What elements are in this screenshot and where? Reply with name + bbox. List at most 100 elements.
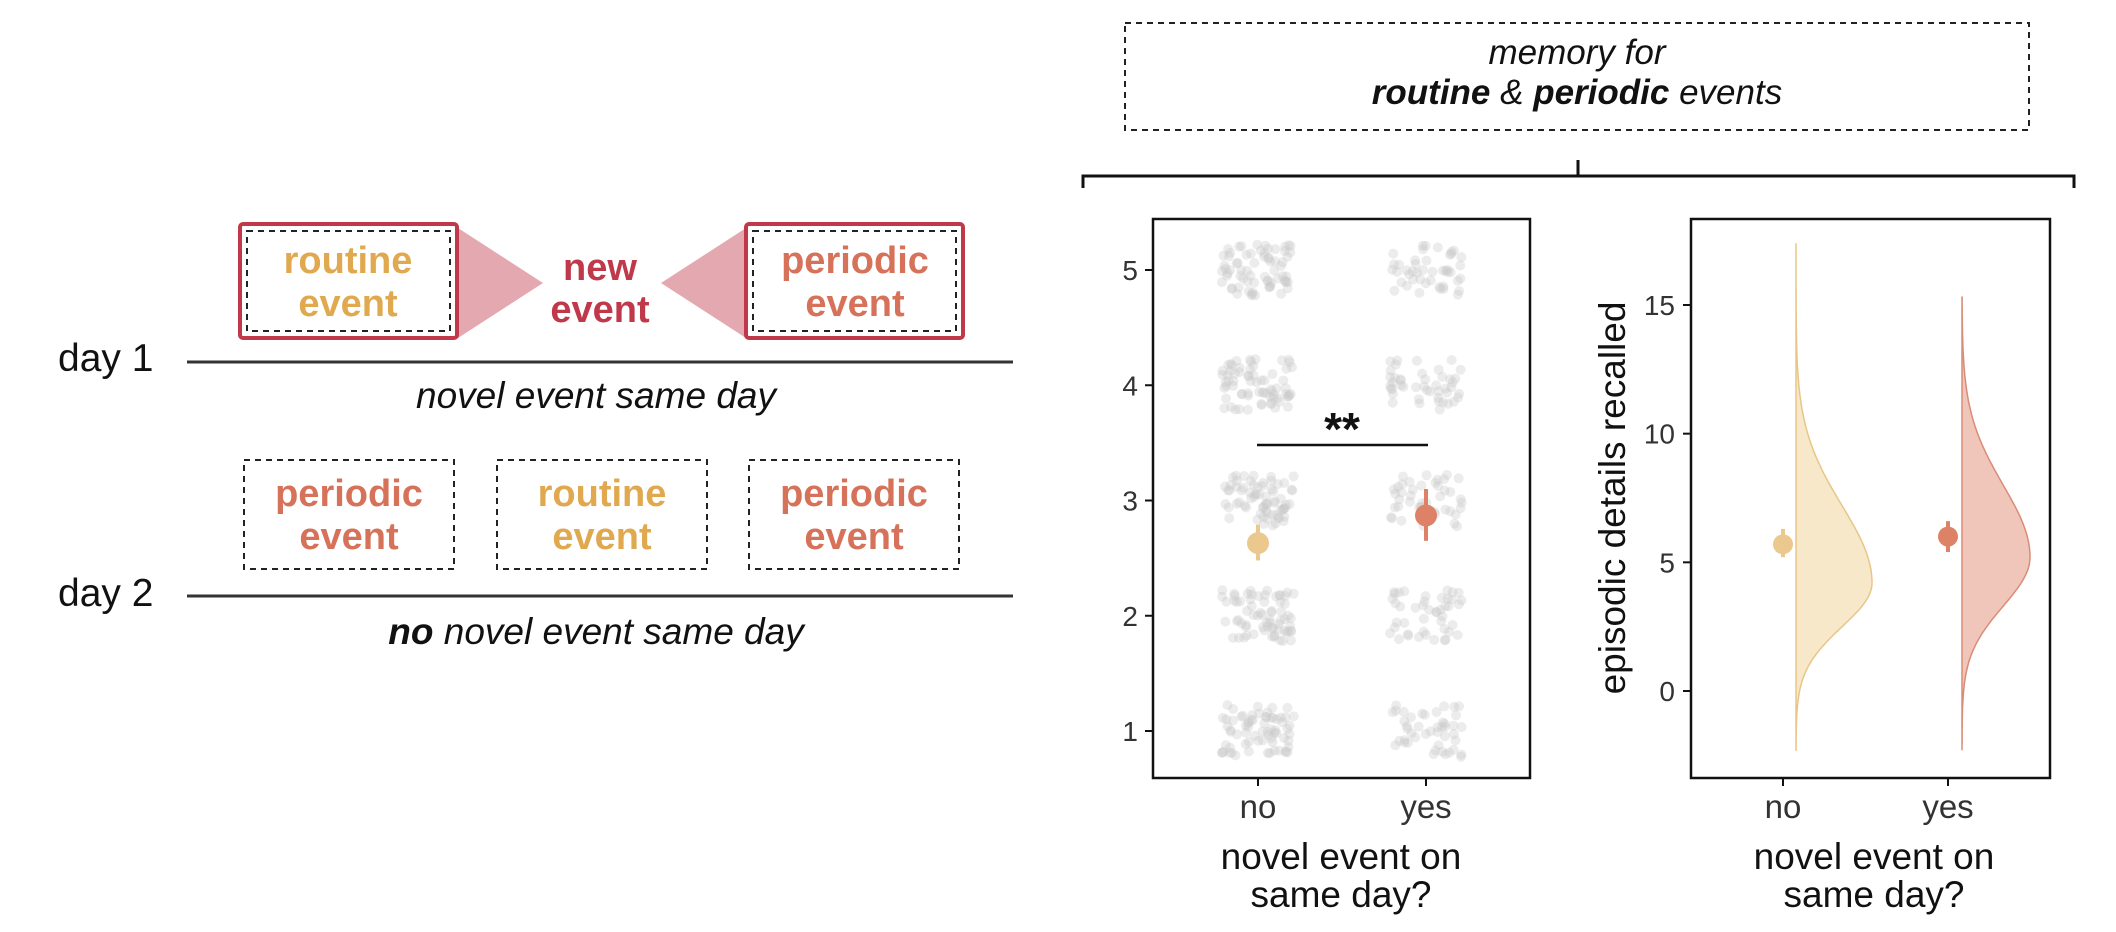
chart2-xlabel-l2: same day? [1784,874,1965,915]
schematic-diagram: routine event new event periodic event d… [58,222,1013,652]
jitter-point [1221,381,1232,392]
jitter-point [1223,244,1234,254]
jitter-point [1257,622,1268,633]
jitter-point [1432,722,1443,733]
jitter-point [1249,730,1260,741]
jitter-point [1413,721,1424,732]
jitter-point [1393,482,1403,492]
jitter-point [1429,634,1440,645]
jitter-point [1262,243,1273,254]
jitter-point [1247,715,1258,726]
jitter-point [1417,240,1428,251]
jitter-point [1282,283,1293,294]
jitter-point [1249,492,1260,502]
jitter-point [1266,733,1277,744]
jitter-point [1274,590,1285,601]
jitter-point [1433,392,1444,403]
mean-point [1247,532,1269,555]
jitter-point [1270,256,1281,267]
jitter-point [1440,265,1451,276]
jitter-point [1389,285,1400,296]
periodic-box-day1 [744,222,965,340]
jitter-point [1437,722,1448,732]
jitter-point [1440,634,1451,645]
jitter-point [1272,479,1283,490]
jitter-point [1217,369,1228,380]
jitter-point [1224,513,1235,524]
jitter-point [1259,718,1270,729]
jitter-point [1280,241,1291,252]
header: memory for routine & periodic events [1081,22,2076,188]
jitter-point [1436,592,1447,603]
jitter-point [1446,594,1457,605]
jitter-point [1263,275,1274,286]
jitter-point [1239,632,1250,643]
jitter-point [1410,259,1421,269]
jitter-point [1439,731,1450,742]
header-line1: memory for [1489,33,1667,72]
jitter-point [1284,720,1295,731]
jitter-point [1385,628,1396,639]
chart2-xlabel-l1: novel event on [1754,836,1995,877]
jitter-point [1283,735,1294,746]
jitter-point [1283,354,1294,365]
jitter-point [1279,275,1290,286]
jitter-point [1240,739,1251,750]
jitter-point [1243,717,1254,728]
jitter-point [1256,399,1267,409]
jitter-point [1453,392,1463,403]
jitter-point [1450,373,1461,384]
jitter-point [1407,266,1418,277]
jitter-point [1415,274,1426,285]
jitter-point [1425,726,1436,737]
jitter-point [1405,490,1416,501]
jitter-point [1277,636,1288,647]
jitter-point [1432,242,1443,253]
periodic-label-day1-l2: event [805,283,905,325]
jitter-point [1281,271,1292,282]
jitter-point [1263,252,1274,263]
jitter-point [1438,283,1449,294]
jitter-point [1278,375,1289,386]
jitter-point [1225,742,1235,753]
jitter-point [1219,260,1230,271]
jitter-point [1220,481,1231,492]
jitter-point [1268,713,1278,724]
jitter-point [1266,724,1277,735]
jitter-point [1394,494,1405,505]
jitter-point [1413,394,1424,405]
chart1-yticks: 1 2 3 4 5 [1122,255,1153,747]
jitter-point [1259,625,1270,636]
jitter-point [1284,729,1295,739]
jitter-point [1437,611,1448,622]
jitter-point [1442,387,1452,398]
jitter-point [1248,629,1259,640]
jitter-point [1285,241,1296,251]
jitter-point [1449,701,1460,712]
jitter-point [1217,266,1227,277]
jitter-point [1242,605,1253,616]
jitter-point [1280,712,1291,723]
jitter-point [1420,729,1431,739]
jitter-point [1247,287,1258,298]
jitter-point [1217,365,1228,376]
jitter-point [1236,388,1247,399]
jitter-point [1395,375,1406,386]
jitter-point [1222,700,1233,711]
jitter-point [1258,502,1269,513]
jitter-point [1418,613,1429,624]
jitter-point [1265,384,1276,395]
jitter-point [1262,726,1273,737]
jitter-point [1230,368,1240,379]
periodic-label-day2-b-l2: event [804,516,904,558]
jitter-point [1282,391,1293,402]
jitter-point [1256,400,1267,410]
jitter-point [1438,281,1449,292]
jitter-point [1420,591,1431,602]
jitter-point [1387,593,1398,604]
jitter-point [1282,747,1293,758]
jitter-point [1265,391,1276,402]
jitter-point [1445,487,1456,497]
jitter-point [1389,588,1400,599]
periodic-box-day2-b [748,459,960,570]
